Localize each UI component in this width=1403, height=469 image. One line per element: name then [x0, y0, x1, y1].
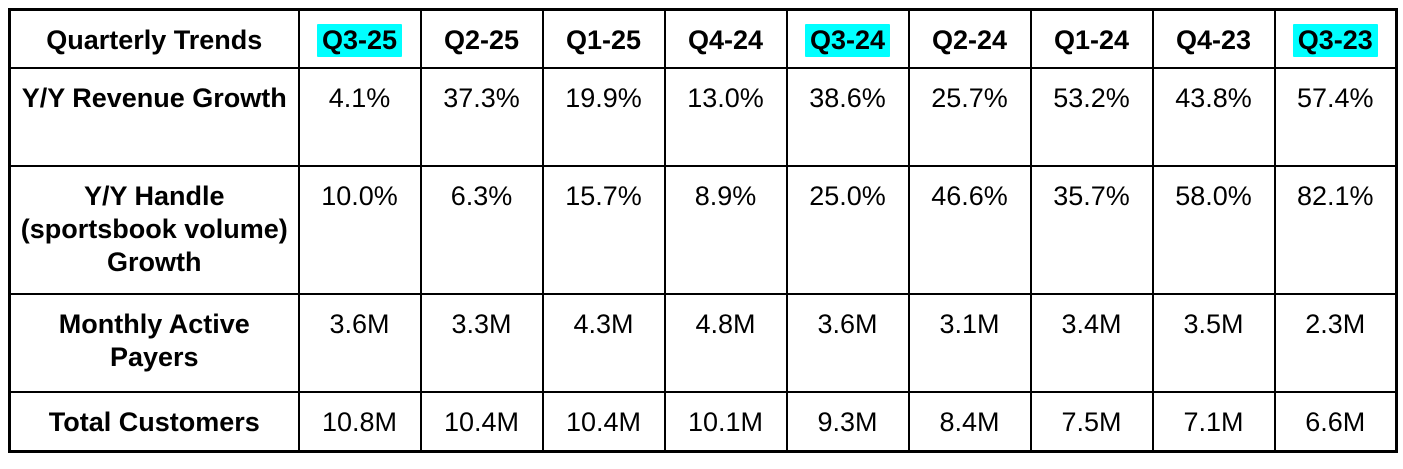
data-cell: 4.8M	[663, 292, 788, 393]
quarter-label: Q4-24	[687, 25, 764, 55]
data-cell: 43.8%	[1151, 66, 1276, 167]
data-cell: 82.1%	[1273, 164, 1398, 295]
data-cell: 3.4M	[1029, 292, 1154, 393]
data-cell: 13.0%	[663, 66, 788, 167]
data-cell: 37.3%	[419, 66, 544, 167]
row-label: Y/Y Handle (sportsbook volume) Growth	[8, 164, 300, 295]
data-cell: 8.4M	[907, 390, 1032, 453]
row-label: Monthly Active Payers	[8, 292, 300, 393]
data-cell: 8.9%	[663, 164, 788, 295]
header-cell: Q1-25	[541, 8, 666, 69]
data-cell: 6.3%	[419, 164, 544, 295]
quarter-label: Q1-25	[565, 25, 642, 55]
data-cell: 6.6M	[1273, 390, 1398, 453]
header-cell: Q3-23	[1273, 8, 1398, 69]
table-title-cell: Quarterly Trends	[8, 8, 300, 69]
data-cell: 46.6%	[907, 164, 1032, 295]
data-cell: 25.7%	[907, 66, 1032, 167]
data-cell: 3.6M	[297, 292, 422, 393]
header-cell: Q1-24	[1029, 8, 1154, 69]
quarter-label-highlighted: Q3-25	[316, 24, 403, 57]
data-cell: 9.3M	[785, 390, 910, 453]
quarter-label: Q2-24	[931, 25, 1008, 55]
quarter-label-highlighted: Q3-23	[1292, 24, 1378, 57]
data-cell: 10.1M	[663, 390, 788, 453]
data-cell: 10.0%	[297, 164, 422, 295]
data-cell: 25.0%	[785, 164, 910, 295]
header-cell: Q3-24	[785, 8, 910, 69]
data-cell: 3.5M	[1151, 292, 1276, 393]
data-cell: 7.1M	[1151, 390, 1276, 453]
data-cell: 10.8M	[297, 390, 422, 453]
table-row: Total Customers 10.8M 10.4M 10.4M 10.1M 9.3M 8…	[8, 390, 1398, 453]
data-cell: 35.7%	[1029, 164, 1154, 295]
data-cell: 53.2%	[1029, 66, 1154, 167]
data-cell: 4.3M	[541, 292, 666, 393]
data-cell: 3.1M	[907, 292, 1032, 393]
header-cell: Q3-25	[297, 8, 422, 69]
table-row: Y/Y Revenue Growth 4.1% 37.3% 19.9% 13.0% 38.…	[8, 66, 1398, 167]
header-row: Quarterly Trends Q3-25 Q2-25 Q1-25 Q4-24 Q3-2…	[8, 8, 1398, 69]
data-cell: 4.1%	[297, 66, 422, 167]
quarter-label-highlighted: Q3-24	[804, 24, 891, 57]
data-cell: 2.3M	[1273, 292, 1398, 393]
quarter-label: Q2-25	[443, 25, 520, 55]
header-cell: Q2-24	[907, 8, 1032, 69]
header-cell: Q2-25	[419, 8, 544, 69]
data-cell: 58.0%	[1151, 164, 1276, 295]
data-cell: 57.4%	[1273, 66, 1398, 167]
data-cell: 19.9%	[541, 66, 666, 167]
quarter-label: Q4-23	[1175, 25, 1252, 55]
data-cell: 3.3M	[419, 292, 544, 393]
quarterly-trends-table: Quarterly Trends Q3-25 Q2-25 Q1-25 Q4-24 Q3-2…	[8, 8, 1398, 453]
data-cell: 15.7%	[541, 164, 666, 295]
header-cell: Q4-24	[663, 8, 788, 69]
row-label: Y/Y Revenue Growth	[8, 66, 300, 167]
table-row: Monthly Active Payers 3.6M 3.3M 4.3M 4.8M 3.6…	[8, 292, 1398, 393]
header-cell: Q4-23	[1151, 8, 1276, 69]
row-label: Total Customers	[8, 390, 300, 453]
quarter-label: Q1-24	[1053, 25, 1130, 55]
data-cell: 7.5M	[1029, 390, 1154, 453]
data-cell: 38.6%	[785, 66, 910, 167]
data-cell: 10.4M	[419, 390, 544, 453]
data-cell: 3.6M	[785, 292, 910, 393]
data-cell: 10.4M	[541, 390, 666, 453]
table-row: Y/Y Handle (sportsbook volume) Growth 10.…	[8, 164, 1398, 295]
